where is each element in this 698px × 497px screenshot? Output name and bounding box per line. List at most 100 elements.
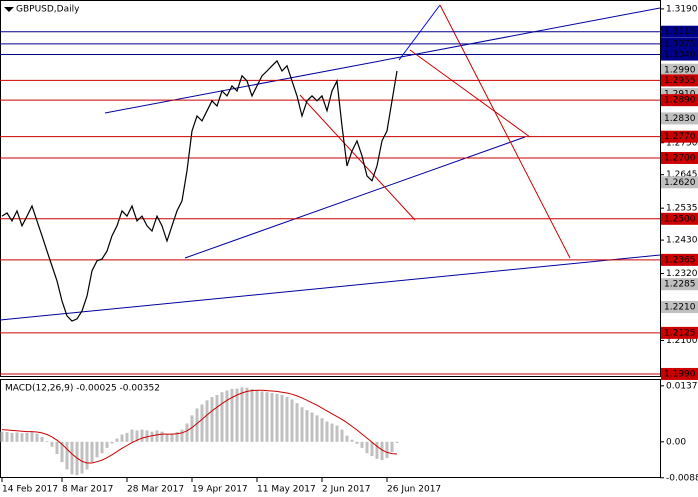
macd-bar bbox=[210, 397, 214, 442]
level-label: 1.1990 bbox=[664, 369, 696, 379]
level-box bbox=[661, 278, 698, 291]
level-box bbox=[661, 94, 698, 107]
macd-bar bbox=[355, 441, 359, 444]
level-label: 1.2770 bbox=[664, 132, 696, 142]
macd-bar bbox=[205, 400, 209, 442]
macd-bar bbox=[235, 388, 239, 442]
trendline bbox=[104, 7, 661, 114]
macd-bar bbox=[20, 433, 24, 442]
macd-bar bbox=[105, 441, 109, 448]
y-tick-label: 1.2100 bbox=[666, 336, 698, 346]
macd-bar bbox=[330, 423, 334, 442]
macd-bar bbox=[320, 418, 324, 442]
macd-bar bbox=[140, 429, 144, 442]
macd-bar bbox=[220, 392, 224, 442]
macd-bar bbox=[310, 412, 314, 442]
level-label: 1.2990 bbox=[664, 65, 696, 75]
macd-bar bbox=[260, 391, 264, 442]
level-label: 1.3075 bbox=[664, 39, 696, 49]
macd-bar bbox=[50, 441, 54, 447]
macd-bar bbox=[145, 430, 149, 442]
x-tick-label: 19 Apr 2017 bbox=[192, 485, 248, 495]
x-tick-label: 8 Mar 2017 bbox=[62, 485, 113, 495]
level-label: 1.2890 bbox=[664, 96, 696, 106]
y-tick-label: 1.2645 bbox=[666, 170, 698, 180]
trendline bbox=[439, 4, 571, 259]
level-box bbox=[661, 37, 698, 50]
macd-bar bbox=[85, 441, 89, 470]
macd-bar bbox=[380, 441, 384, 461]
macd-bar bbox=[350, 439, 354, 442]
level-label: 1.2500 bbox=[664, 214, 696, 224]
macd-bar bbox=[250, 388, 254, 442]
trendline bbox=[409, 49, 531, 138]
macd-bar bbox=[275, 393, 279, 442]
y-tick-label: 1.2750 bbox=[666, 138, 698, 148]
level-label: 1.2955 bbox=[664, 76, 696, 86]
y-tick-label: 1.2535 bbox=[666, 204, 698, 214]
macd-bar bbox=[370, 441, 374, 457]
macd-bar bbox=[270, 393, 274, 442]
macd-bar bbox=[390, 441, 394, 452]
macd-bar bbox=[200, 404, 204, 442]
macd-bar bbox=[245, 387, 249, 442]
level-box bbox=[661, 112, 698, 125]
macd-bar bbox=[165, 434, 169, 442]
level-box bbox=[661, 151, 698, 164]
macd-bar bbox=[5, 432, 9, 442]
x-tick-label: 2 Jun 2017 bbox=[322, 485, 370, 495]
macd-bar bbox=[150, 431, 154, 442]
macd-bar bbox=[25, 432, 29, 442]
signal-line bbox=[1, 389, 398, 464]
macd-bar bbox=[295, 403, 299, 442]
macd-bar bbox=[305, 410, 309, 442]
level-box bbox=[661, 253, 698, 266]
macd-bar bbox=[325, 421, 329, 442]
level-label: 1.2830 bbox=[664, 114, 696, 124]
level-box bbox=[661, 367, 698, 380]
macd-bar bbox=[55, 441, 59, 455]
trendline bbox=[184, 136, 526, 259]
macd-bar bbox=[80, 441, 84, 474]
level-box bbox=[661, 212, 698, 225]
macd-bar bbox=[360, 441, 364, 448]
y-tick-label: 0.00 bbox=[666, 437, 686, 447]
y-tick-label: 1.2430 bbox=[666, 236, 698, 246]
trendlines bbox=[0, 4, 661, 321]
level-label: 1.3115 bbox=[664, 27, 696, 37]
y-tick-label: 1.3190 bbox=[666, 4, 698, 14]
macd-bar bbox=[345, 435, 349, 442]
macd-bar bbox=[180, 429, 184, 442]
macd-bar bbox=[30, 432, 34, 442]
macd-bar bbox=[285, 397, 289, 442]
macd-bar bbox=[120, 434, 124, 442]
macd-bar bbox=[0, 431, 4, 442]
chart-title: GBPUSD,Daily bbox=[16, 5, 80, 15]
macd-bar bbox=[240, 387, 244, 442]
level-label: 1.2700 bbox=[664, 153, 696, 163]
level-box bbox=[661, 301, 698, 314]
macd-bar bbox=[125, 432, 129, 442]
x-tick-label: 14 Feb 2017 bbox=[2, 485, 58, 495]
level-label: 1.2620 bbox=[664, 178, 696, 188]
level-label: 1.2125 bbox=[664, 328, 696, 338]
macd-bar bbox=[45, 440, 49, 442]
macd-bar bbox=[15, 432, 19, 442]
level-box bbox=[661, 63, 698, 76]
macd-bar bbox=[300, 407, 304, 442]
macd-bar bbox=[100, 441, 104, 454]
macd-bar bbox=[195, 408, 199, 442]
macd-bar bbox=[110, 441, 114, 444]
level-box bbox=[661, 74, 698, 87]
macd-bar bbox=[385, 441, 389, 459]
macd-bar bbox=[215, 395, 219, 442]
macd-bar bbox=[365, 441, 369, 454]
macd-bar bbox=[170, 433, 174, 442]
level-box bbox=[661, 130, 698, 143]
level-box bbox=[661, 48, 698, 61]
macd-bar bbox=[90, 441, 94, 463]
price-panel bbox=[0, 0, 661, 377]
macd-bar bbox=[335, 425, 339, 442]
macd-bar bbox=[375, 441, 379, 459]
